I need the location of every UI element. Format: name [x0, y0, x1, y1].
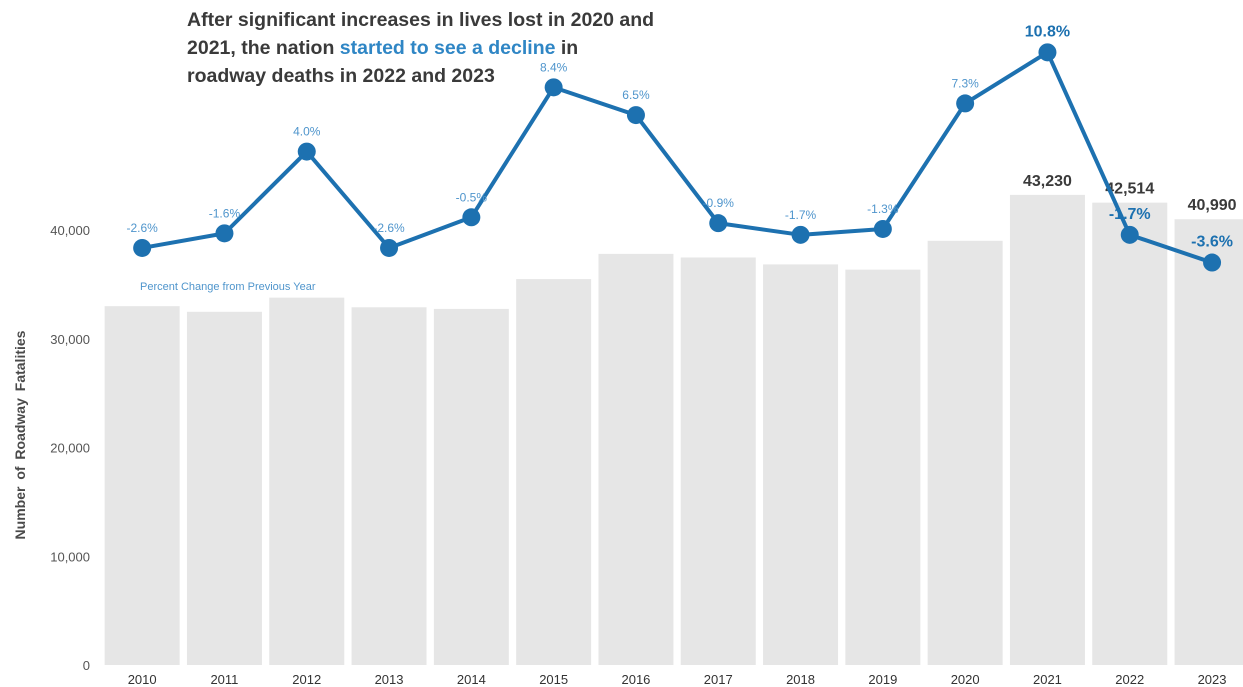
bar [516, 279, 592, 665]
x-tick-label: 2014 [457, 672, 486, 687]
bar [104, 306, 180, 665]
line-point [215, 224, 234, 243]
bar-value-label: 42,514 [1105, 181, 1154, 198]
bar [1092, 202, 1168, 665]
line-point-label: -1.6% [209, 206, 241, 220]
line-point-label: 7.3% [951, 76, 979, 90]
y-tick-label: 30,000 [50, 332, 90, 347]
x-tick-label: 2012 [292, 672, 321, 687]
title-highlight: started to see a decline [339, 37, 556, 59]
x-tick-label: 2022 [1115, 672, 1144, 687]
line-point [709, 214, 728, 233]
line-point-label: 6.5% [622, 88, 650, 102]
x-tick-label: 2023 [1198, 672, 1227, 687]
chart-title: After significant increases in lives los… [187, 6, 657, 90]
title-text-1: After significant increases in lives los… [187, 9, 655, 59]
x-tick-label: 2017 [704, 672, 733, 687]
x-tick-label: 2021 [1033, 672, 1062, 687]
bar [351, 307, 427, 665]
line-point [544, 78, 563, 97]
bar-value-label: 43,230 [1023, 173, 1072, 190]
bar [186, 311, 262, 665]
bar [269, 297, 345, 665]
line-point [791, 225, 810, 244]
line-point [1203, 253, 1222, 272]
line-point [297, 142, 316, 161]
line-point-label: -1.3% [867, 202, 899, 216]
line-point-label: -2.6% [373, 221, 405, 235]
line-point-label: -1.7% [1109, 206, 1151, 223]
bar [1174, 219, 1243, 665]
line-point [626, 106, 645, 125]
line-series [141, 50, 1213, 265]
line-point-label: -1.7% [785, 208, 817, 222]
x-tick-label: 2020 [951, 672, 980, 687]
bar [680, 257, 756, 665]
bar [598, 253, 674, 666]
line-point-label: 4.0% [293, 125, 321, 139]
line-point-label: 8.4% [540, 60, 568, 74]
bar [845, 269, 921, 665]
title-text-2: in roadway deaths in 2022 and 2023 [187, 37, 579, 87]
x-tick-label: 2013 [375, 672, 404, 687]
y-tick-label: 0 [83, 658, 90, 673]
y-tick-label: 20,000 [50, 441, 90, 456]
line-point [133, 238, 152, 257]
line-point [462, 208, 481, 227]
line-point [380, 238, 399, 257]
x-tick-label: 2019 [868, 672, 897, 687]
x-tick-label: 2018 [786, 672, 815, 687]
bar [763, 264, 839, 665]
x-tick-label: 2016 [621, 672, 650, 687]
bar [927, 240, 1003, 665]
line-point-label: -2.6% [126, 221, 158, 235]
line-point-label: 10.8% [1025, 23, 1070, 40]
line-point [873, 219, 892, 238]
y-tick-label: 10,000 [50, 549, 90, 564]
line-point [1038, 43, 1057, 62]
bar-value-label: 40,990 [1188, 197, 1237, 214]
bar [1009, 194, 1085, 665]
line-point-label: -0.9% [703, 196, 735, 210]
line-point-label: -0.5% [456, 190, 488, 204]
y-tick-label: 40,000 [50, 223, 90, 238]
line-point [1120, 225, 1139, 244]
x-tick-label: 2010 [128, 672, 157, 687]
line-point [956, 94, 975, 113]
line-point-label: -3.6% [1191, 234, 1233, 251]
x-tick-label: 2011 [210, 672, 238, 687]
x-tick-label: 2015 [539, 672, 568, 687]
line-series-annotation: Percent Change from Previous Year [140, 281, 316, 293]
bar [433, 308, 509, 665]
